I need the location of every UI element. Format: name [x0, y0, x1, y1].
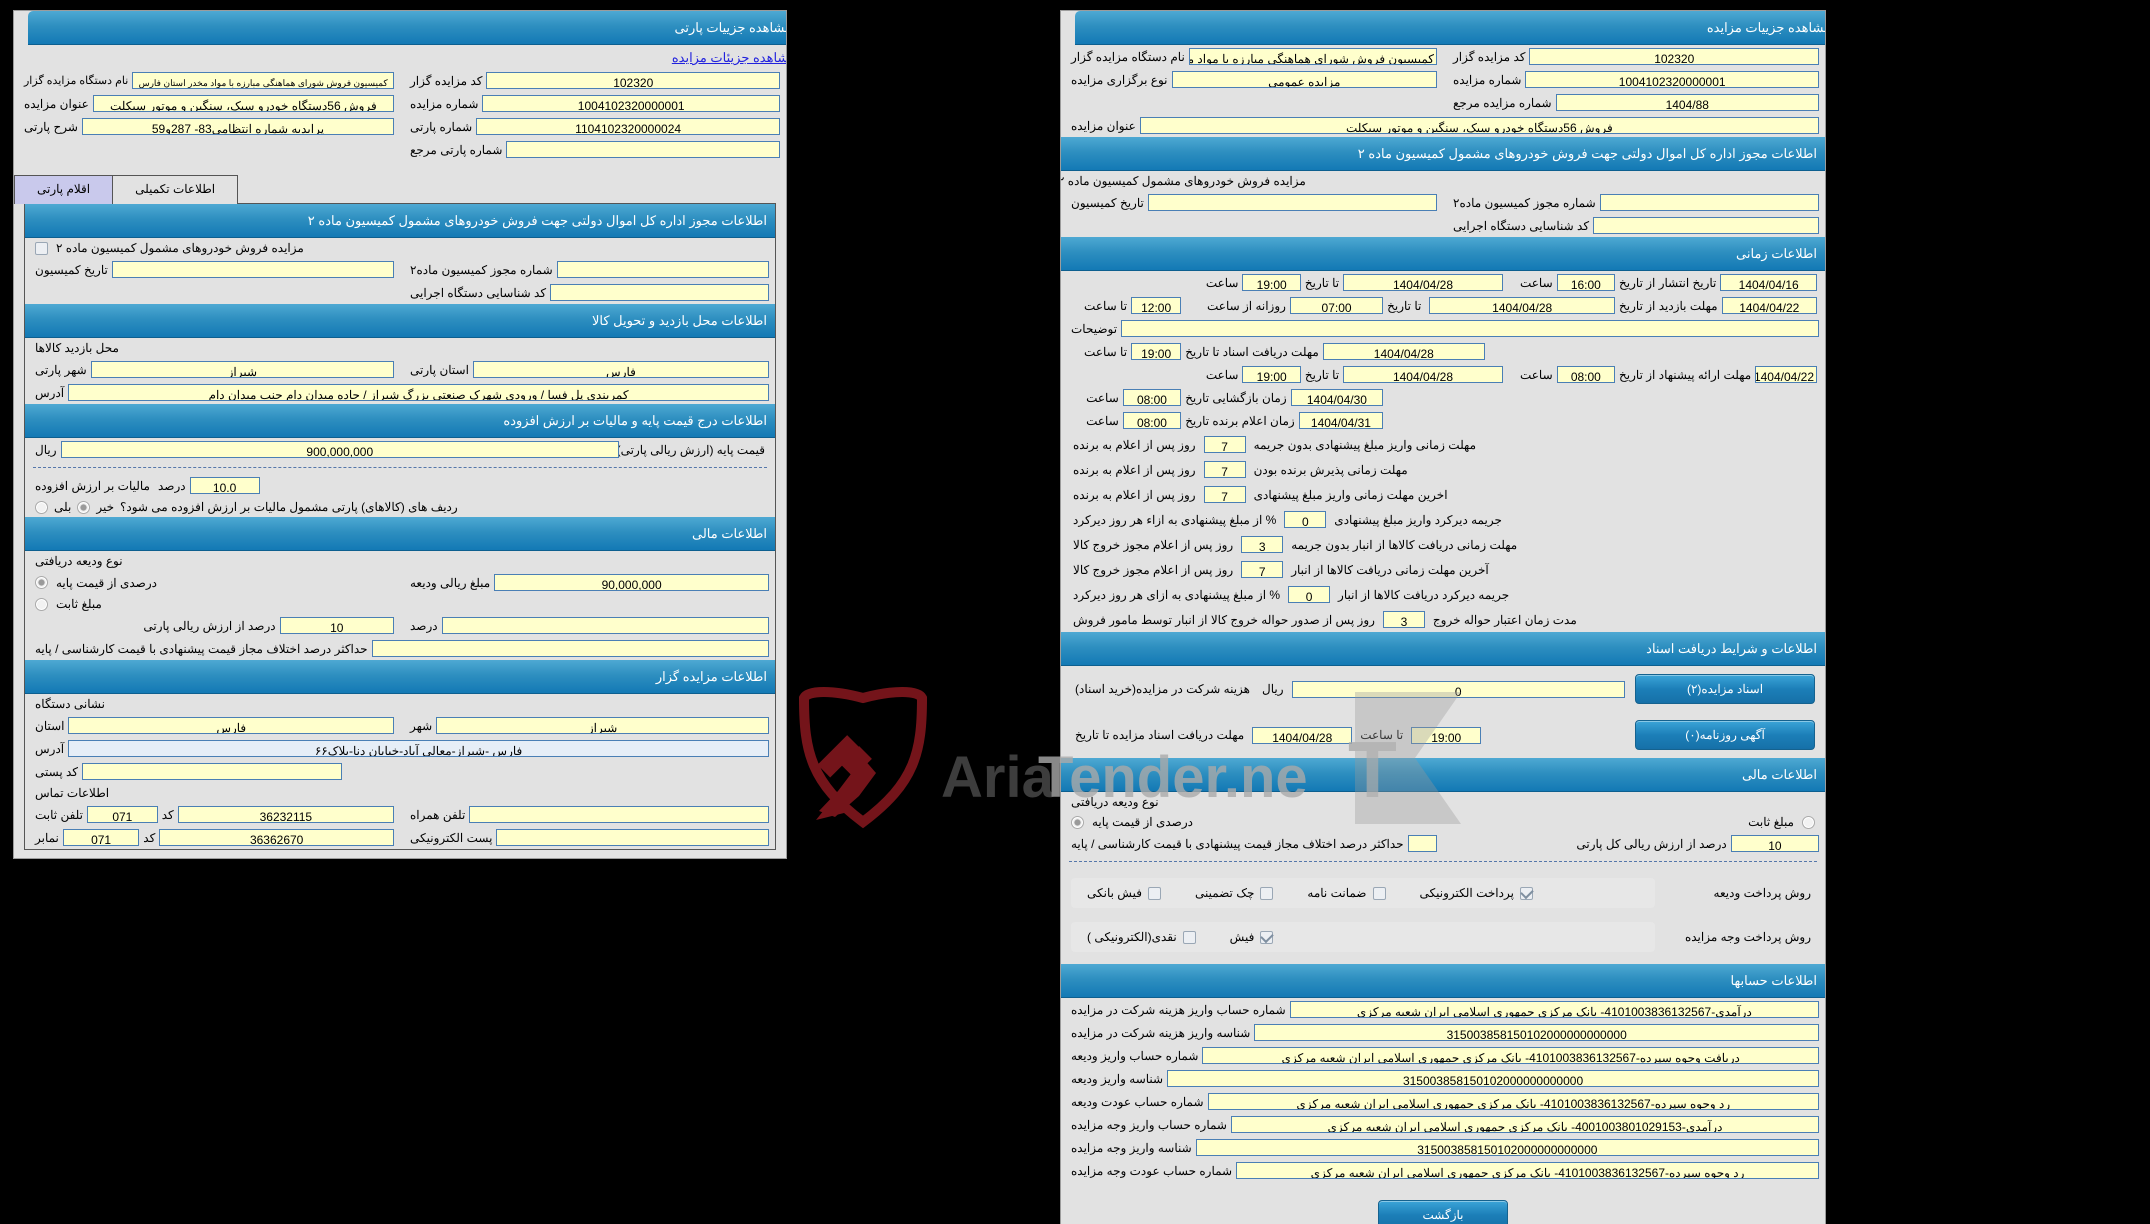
svg-text:Aria: Aria — [941, 745, 1055, 810]
